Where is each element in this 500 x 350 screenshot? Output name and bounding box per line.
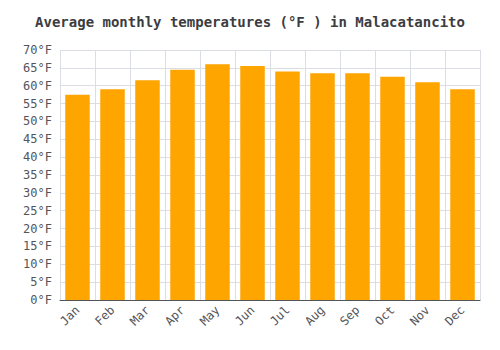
svg-text:35°F: 35°F [23,168,52,182]
svg-text:70°F: 70°F [23,43,52,57]
svg-text:Jan: Jan [57,303,82,328]
svg-text:50°F: 50°F [23,114,52,128]
svg-text:Mar: Mar [127,303,152,328]
svg-text:May: May [197,303,222,328]
svg-text:Oct: Oct [372,303,397,328]
svg-text:Average monthly temperatures (: Average monthly temperatures (°F ) in Ma… [35,14,465,30]
svg-text:25°F: 25°F [23,204,52,218]
svg-text:30°F: 30°F [23,186,52,200]
svg-text:60°F: 60°F [23,79,52,93]
svg-text:Sep: Sep [337,303,362,328]
svg-text:45°F: 45°F [23,132,52,146]
svg-text:65°F: 65°F [23,61,52,75]
svg-text:Jun: Jun [232,303,257,328]
svg-text:Aug: Aug [302,303,327,328]
svg-text:Nov: Nov [407,303,432,328]
svg-text:10°F: 10°F [23,257,52,271]
svg-text:55°F: 55°F [23,97,52,111]
svg-text:15°F: 15°F [23,239,52,253]
svg-text:0°F: 0°F [30,293,52,307]
svg-text:20°F: 20°F [23,222,52,236]
svg-text:40°F: 40°F [23,150,52,164]
svg-text:Jul: Jul [267,303,292,328]
svg-text:Apr: Apr [162,303,187,328]
svg-text:5°F: 5°F [30,275,52,289]
svg-text:Feb: Feb [92,303,117,328]
svg-text:Dec: Dec [442,303,467,328]
